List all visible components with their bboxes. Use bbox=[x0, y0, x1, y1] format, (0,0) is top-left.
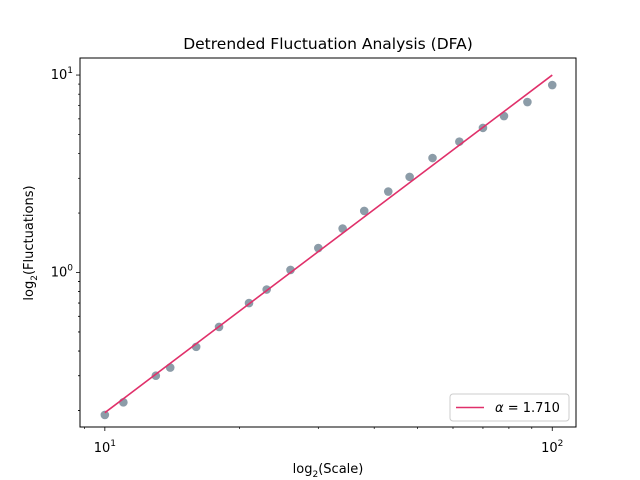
data-point bbox=[547, 80, 557, 90]
y-tick-label: 101 bbox=[51, 66, 73, 83]
x-tick-label: 101 bbox=[94, 439, 116, 456]
data-point bbox=[359, 206, 369, 216]
data-point bbox=[286, 265, 295, 275]
minor-ticks bbox=[78, 83, 533, 429]
plot-area bbox=[76, 57, 577, 431]
data-point bbox=[405, 172, 414, 182]
x-tick-label: 102 bbox=[541, 439, 563, 456]
data-point bbox=[151, 371, 161, 381]
fit-line-group bbox=[104, 74, 553, 414]
major-ticks bbox=[76, 74, 553, 431]
x-axis-label: log2(Scale) bbox=[293, 462, 364, 480]
y-tick-label: 100 bbox=[51, 263, 74, 280]
legend-box bbox=[449, 393, 570, 422]
data-point bbox=[100, 410, 110, 420]
data-point bbox=[523, 97, 532, 107]
data-point bbox=[165, 363, 175, 372]
x-tick-labels: 101 102 bbox=[94, 439, 564, 456]
chart-title: Detrended Fluctuation Analysis (DFA) bbox=[183, 35, 473, 53]
legend: α = 1.710 bbox=[449, 393, 570, 422]
fit-line bbox=[104, 74, 553, 414]
data-point bbox=[383, 187, 393, 196]
data-point bbox=[428, 153, 437, 163]
legend-label: α = 1.710 bbox=[495, 401, 560, 416]
y-axis-label: log2(Fluctuations) bbox=[22, 185, 40, 300]
y-tick-labels: 100 101 bbox=[51, 66, 74, 280]
